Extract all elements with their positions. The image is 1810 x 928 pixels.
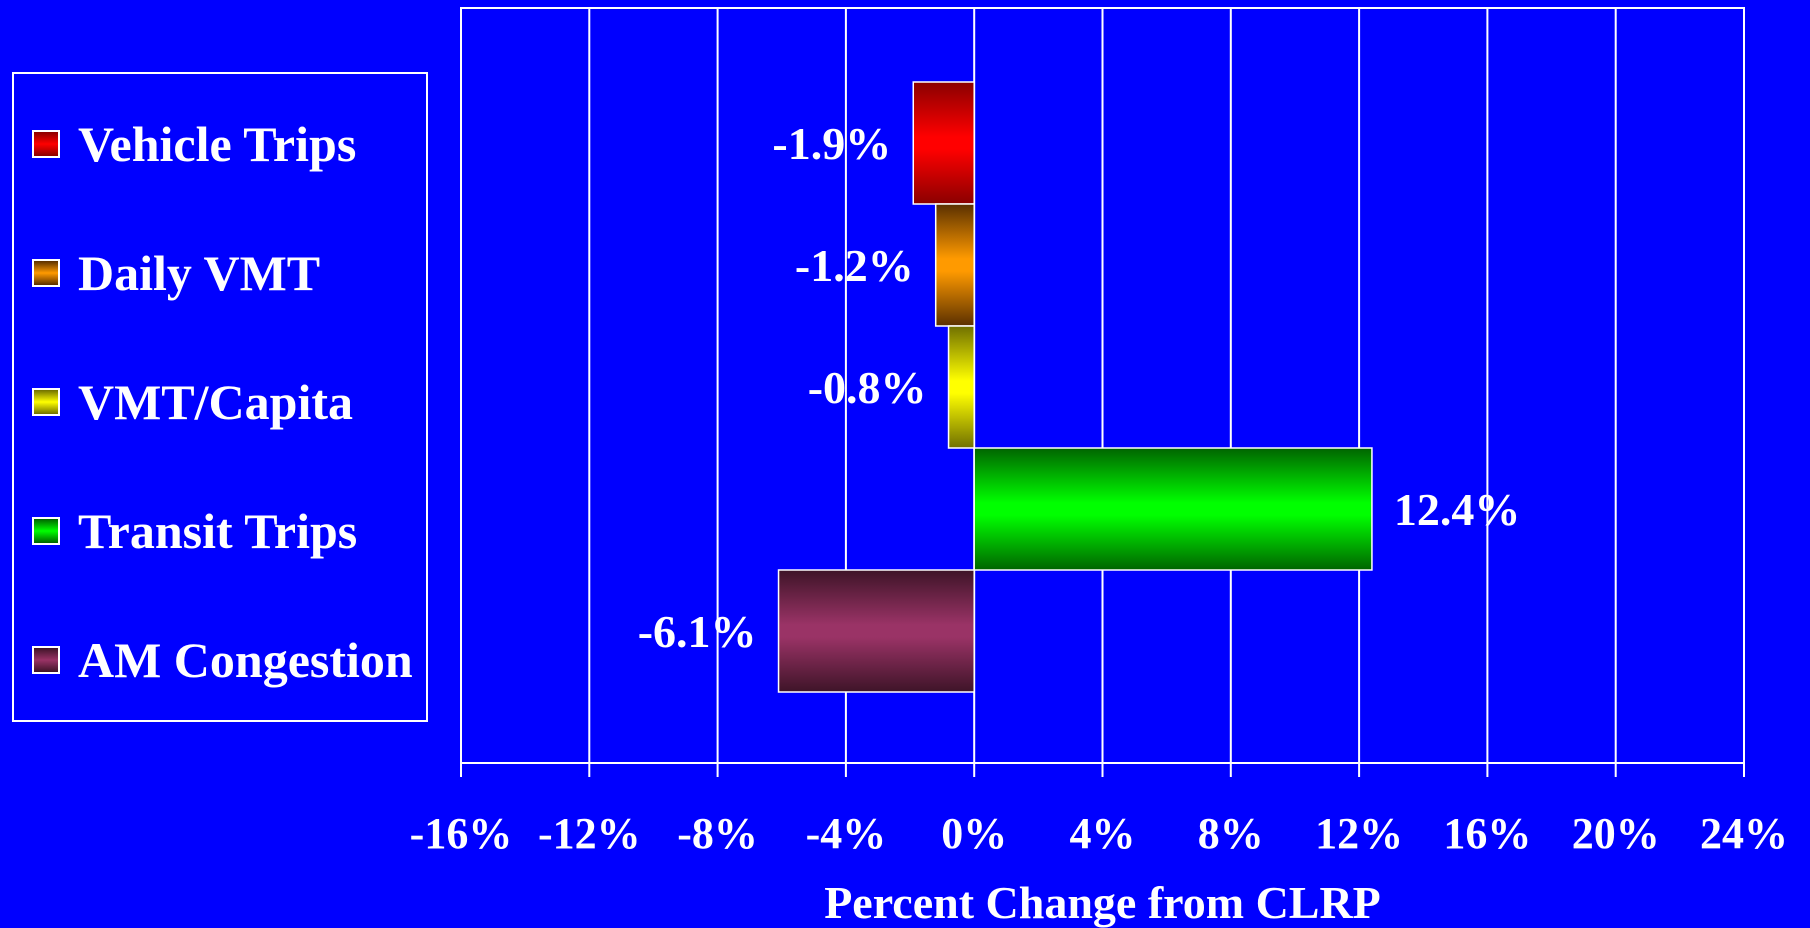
x-tick-label: 20% — [1572, 809, 1660, 858]
legend-item: AM Congestion — [32, 630, 413, 690]
legend-label: VMT/Capita — [78, 374, 353, 430]
x-tick-label: 0% — [941, 809, 1007, 858]
x-tick-label: 12% — [1315, 809, 1403, 858]
bar — [973, 447, 1373, 571]
x-tick-label: 16% — [1443, 809, 1531, 858]
legend-item: Daily VMT — [32, 243, 320, 303]
data-label: -1.2% — [795, 240, 914, 291]
legend-swatch — [32, 259, 60, 287]
x-axis-title: Percent Change from CLRP — [824, 877, 1381, 928]
x-tick-label: 24% — [1700, 809, 1788, 858]
legend-swatch — [32, 517, 60, 545]
bar — [934, 203, 975, 327]
x-tick-label: 4% — [1070, 809, 1136, 858]
data-label: 12.4% — [1394, 484, 1521, 535]
x-tick-label: 8% — [1198, 809, 1264, 858]
legend-swatch — [32, 130, 60, 158]
chart-legend: Vehicle Trips Daily VMT VMT/Capita Transit … — [12, 72, 428, 722]
legend-item: VMT/Capita — [32, 372, 353, 432]
x-tick-label: -16% — [410, 809, 513, 858]
legend-swatch — [32, 646, 60, 674]
bar — [947, 325, 975, 449]
data-label: -6.1% — [638, 606, 757, 657]
x-tick-label: -8% — [677, 809, 758, 858]
legend-label: Transit Trips — [78, 503, 358, 559]
data-label: -0.8% — [808, 362, 927, 413]
bar — [777, 569, 975, 693]
data-label: -1.9% — [772, 118, 891, 169]
legend-label: AM Congestion — [78, 632, 413, 688]
bar — [912, 81, 975, 205]
legend-item: Transit Trips — [32, 501, 357, 561]
x-tick-label: -12% — [538, 809, 641, 858]
legend-label: Daily VMT — [78, 245, 321, 301]
legend-swatch — [32, 388, 60, 416]
legend-item: Vehicle Trips — [32, 114, 356, 174]
x-tick-label: -4% — [806, 809, 887, 858]
legend-label: Vehicle Trips — [78, 116, 357, 172]
